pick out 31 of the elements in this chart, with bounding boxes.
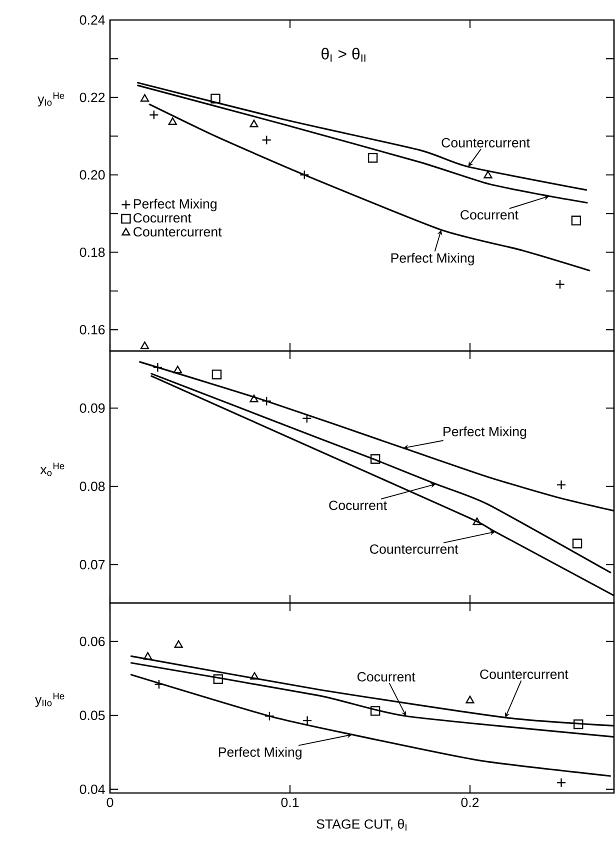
annotation: Cocurrent [460,210,518,220]
x-tick-label: 0.1 [281,798,299,808]
y-tick-label: 0.05 [80,710,105,720]
y-tick-label: 0.22 [80,92,105,102]
y-tick-label: 0.18 [80,248,105,257]
y-tick-label: 0.09 [80,403,105,413]
legend-label: Cocurrent [134,213,192,223]
annotation: Countercurrent [370,544,458,554]
annotation: Perfect Mixing [391,252,474,266]
y-tick-label: 0.07 [80,560,105,570]
annotation: θ$_{I}$ > θ$_{II}$ [322,48,366,62]
y-tick-label: 0.16 [80,324,105,334]
annotation: Perfect Mixing [218,747,302,760]
y-axis-title: y$_{Io}$He [38,92,64,106]
annotation: Cocurrent [329,500,387,510]
annotation: Cocurrent [357,672,416,682]
y-tick-label: 0.08 [80,482,105,492]
y-axis-title: x$_{o}$He [40,462,64,476]
y-tick-label: 0.24 [80,15,105,25]
x-tick-label: 0 [106,798,114,808]
annotation: Perfect Mixing [444,426,526,439]
x-tick-label: 0.2 [461,798,479,808]
annotation: Countercurrent [480,670,568,679]
y-tick-label: 0.20 [80,170,105,180]
y-tick-label: 0.06 [80,636,105,646]
legend-label: Perfect Mixing [134,198,216,212]
annotation: Countercurrent [442,138,530,148]
y-axis-title: y$_{IIo}$He [35,692,64,707]
legend-label: Countercurrent [134,227,222,237]
x-axis-title: STAGE CUT, θ$_{I}$ [316,818,406,831]
y-tick-label: 0.04 [80,784,105,794]
